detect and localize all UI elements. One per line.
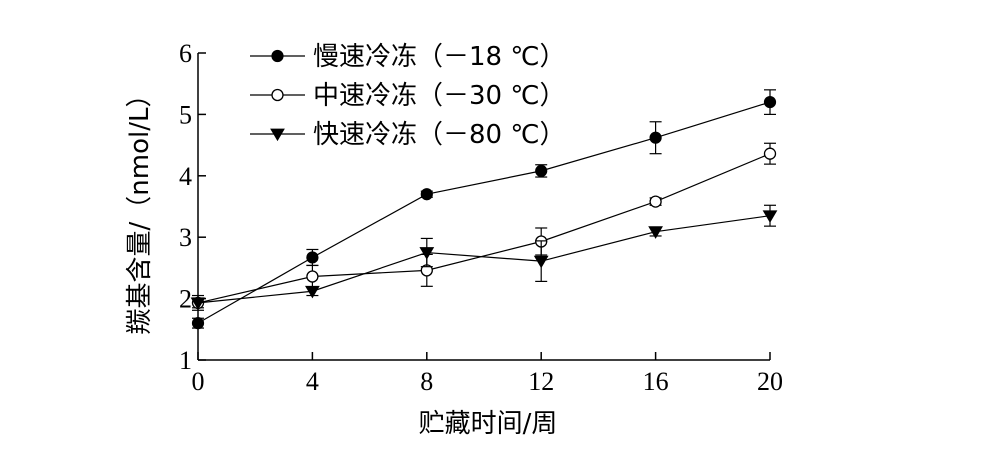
- legend-label: 慢速冷冻（－18 ℃）: [313, 42, 566, 72]
- series-medium-freeze: [191, 142, 777, 310]
- series-line: [197, 101, 771, 324]
- data-point: [763, 147, 777, 160]
- data-point: [191, 317, 205, 330]
- data-point: [649, 195, 662, 208]
- legend-marker: [271, 88, 284, 102]
- data-point: [649, 131, 662, 144]
- legend-item-medium-freeze: 中速冷冻（－30 ℃）: [250, 81, 566, 111]
- y-axis-label: 羰基含量/（nmol/L）: [125, 82, 155, 335]
- y-tick-label: 2: [179, 285, 192, 314]
- legend-item-slow-freeze: 慢速冷冻（－18 ℃）: [250, 42, 566, 72]
- y-tick-label: 4: [179, 162, 192, 191]
- data-point: [535, 164, 548, 177]
- legend-label: 中速冷冻（－30 ℃）: [313, 81, 566, 111]
- legend-marker: [271, 49, 284, 63]
- x-tick-label: 4: [306, 367, 319, 396]
- data-point: [648, 226, 663, 239]
- legend-item-fast-freeze: 快速冷冻（－80 ℃）: [250, 120, 566, 150]
- y-tick-label: 3: [179, 223, 192, 252]
- series-line: [197, 215, 771, 304]
- x-tick-label: 12: [528, 367, 554, 396]
- y-tick-label: 5: [179, 100, 192, 129]
- data-point: [533, 255, 549, 269]
- data-point: [420, 188, 433, 201]
- series-fast-freeze: [190, 204, 778, 311]
- series-line: [197, 153, 771, 304]
- series-slow-freeze: [191, 89, 777, 330]
- legend-label: 快速冷冻（－80 ℃）: [313, 120, 566, 150]
- data-point: [762, 210, 778, 223]
- data-point: [306, 270, 319, 283]
- legend: 慢速冷冻（－18 ℃） 中速冷冻（－30 ℃） 快速冷冻（－80 ℃）: [250, 42, 566, 150]
- x-tick-label: 8: [420, 367, 433, 396]
- x-axis-label: 贮藏时间/周: [419, 409, 558, 439]
- series-layer: [190, 89, 778, 330]
- legend-marker: [270, 128, 285, 142]
- x-tick-label: 20: [757, 367, 783, 396]
- y-tick-label: 6: [179, 39, 192, 68]
- x-tick-label: 16: [643, 367, 669, 396]
- data-point: [305, 285, 320, 299]
- data-point: [306, 251, 319, 264]
- data-point: [763, 96, 777, 109]
- x-tick-label: 0: [192, 367, 205, 396]
- y-tick-label: 1: [179, 346, 192, 375]
- data-point: [190, 297, 206, 311]
- data-point: [419, 247, 435, 260]
